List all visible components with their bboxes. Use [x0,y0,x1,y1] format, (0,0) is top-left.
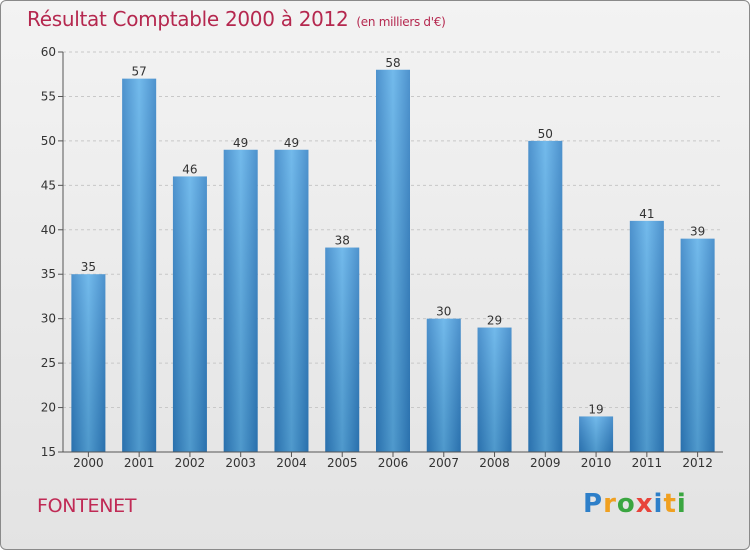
logo-letter: i [653,489,664,519]
x-tick-label: 2000 [73,456,104,470]
bar-value-label: 39 [690,225,705,239]
bar-value-label: 49 [233,136,248,150]
bar-value-label: 49 [284,136,299,150]
y-tick-label: 50 [41,134,56,148]
y-tick-label: 60 [41,45,56,59]
bar-value-label: 50 [538,127,553,141]
bars-group: 35 57 46 49 49 38 58 30 29 50 19 41 39 [71,56,715,453]
y-tick-label: 35 [41,267,56,281]
bar-value-label: 46 [182,162,197,176]
bar-value-label: 41 [639,207,654,221]
bar-shade-2002 [172,176,207,452]
y-tick-label: 45 [41,178,56,192]
x-tick-label: 2006 [378,456,409,470]
bar-shade-2005 [325,247,360,452]
logo-letter: o [616,489,636,519]
bar-shade-2000 [71,274,106,452]
bar-value-label: 38 [335,234,350,248]
x-tick-label: 2002 [175,456,206,470]
bar-shade-2004 [274,149,309,452]
logo-letter: r [603,489,617,519]
bar-shade-2010 [579,416,614,452]
x-tick-label: 2011 [632,456,663,470]
logo-letter: i [676,489,687,519]
proxiti-logo: Proxiti [583,489,687,519]
bar-value-label: 30 [436,305,451,319]
x-tick-label: 2004 [276,456,307,470]
bar-value-label: 29 [487,314,502,328]
chart-title-text: Résultat Comptable 2000 à 2012 [27,7,349,31]
axes-group: 15 20 25 30 35 40 45 50 55 60 2000 2001 2002 2003 2004… [41,45,723,470]
chart-subtitle: (en milliers d'€) [356,15,446,29]
x-tick-label: 2012 [682,456,713,470]
bar-shade-2008 [477,327,512,452]
bar-value-label: 57 [132,65,147,79]
y-tick-label: 25 [41,356,56,370]
x-tick-label: 2003 [225,456,256,470]
x-tick-label: 2008 [479,456,510,470]
bar-shade-2006 [376,69,410,453]
y-tick-label: 55 [41,89,56,103]
logo-letter: P [583,489,604,519]
bar-shade-2012 [680,238,715,452]
bar-value-label: 19 [588,402,603,416]
y-tick-label: 30 [41,312,56,326]
x-tick-label: 2005 [327,456,358,470]
bar-shade-2011 [629,220,664,452]
x-tick-label: 2009 [530,456,561,470]
y-tick-label: 40 [41,223,56,237]
y-tick-label: 20 [41,401,56,415]
bar-shade-2009 [528,140,563,452]
bar-shade-2007 [426,318,461,452]
x-tick-label: 2010 [581,456,612,470]
commune-name: FONTENET [37,495,137,517]
bar-shade-2001 [122,78,157,453]
y-tick-label: 15 [41,445,56,459]
chart-title: Résultat Comptable 2000 à 2012 (en millie… [27,7,446,31]
x-tick-label: 2001 [124,456,155,470]
bar-shade-2003 [223,149,258,452]
logo-letter: t [663,489,677,519]
logo-letter: x [635,489,654,519]
bar-value-label: 35 [81,260,96,274]
bar-value-label: 58 [385,56,400,70]
x-tick-label: 2007 [428,456,459,470]
